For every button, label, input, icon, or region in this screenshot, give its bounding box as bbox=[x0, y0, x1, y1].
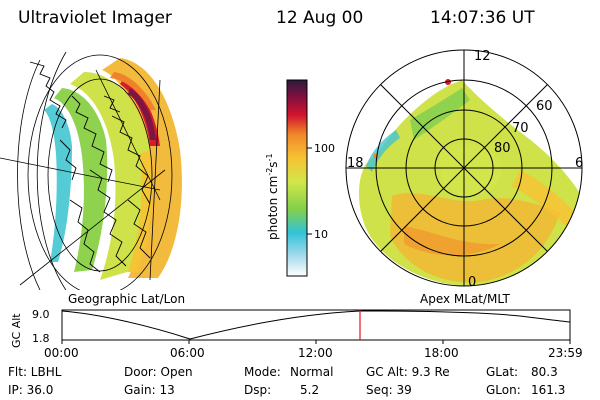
mlt-label-0: 0 bbox=[468, 275, 476, 290]
date-label: 12 Aug 00 bbox=[276, 8, 364, 28]
colorbar-ticks bbox=[307, 147, 312, 235]
polar-aurora-image bbox=[358, 79, 582, 286]
timeline-xtick-0600: 06:00 bbox=[170, 346, 205, 360]
polar-grid bbox=[345, 49, 583, 287]
geo-aurora-image bbox=[44, 58, 182, 280]
polar-plot: 12 18 6 0 60 70 80 bbox=[345, 49, 583, 290]
mlt-label-6: 6 bbox=[575, 156, 583, 171]
altitude-curve bbox=[61, 310, 571, 340]
timeline-xtick-2359: 23:59 bbox=[548, 346, 583, 360]
colorbar-label-exp2: -1 bbox=[265, 153, 274, 161]
status-dsp-value: 5.2 bbox=[300, 383, 320, 397]
status-door: Door: Open bbox=[124, 365, 193, 379]
colorbar-tick-10: 10 bbox=[314, 228, 328, 241]
status-glat-label: GLat: bbox=[486, 365, 519, 379]
colorbar-label: photon cm-2s-1 bbox=[265, 153, 280, 240]
status-gain: Gain: 13 bbox=[124, 383, 175, 397]
status-gcalt: GC Alt: 9.3 Re bbox=[366, 365, 450, 379]
colorbar-label-base: photon cm bbox=[266, 176, 280, 240]
timeline-ylabel: GC Alt bbox=[10, 313, 23, 348]
status-flt: Flt: LBHL bbox=[8, 365, 62, 379]
time-label: 14:07:36 UT bbox=[430, 8, 535, 28]
status-mode-value: Normal bbox=[290, 365, 334, 379]
altitude-timeline: GC Alt 9.0 1.8 00:00 06:00 12:00 18:00 2… bbox=[10, 308, 583, 360]
timeline-xtick-1800: 18:00 bbox=[424, 346, 459, 360]
status-seq: Seq: 39 bbox=[366, 383, 412, 397]
geo-grid bbox=[0, 51, 173, 290]
colorbar-label-exp1: -2 bbox=[265, 168, 274, 176]
status-ip: IP: 36.0 bbox=[8, 383, 54, 397]
mlat-label-60: 60 bbox=[536, 99, 553, 114]
timeline-ticks bbox=[61, 340, 571, 344]
mlat-label-80: 80 bbox=[494, 141, 511, 156]
mlt-label-18: 18 bbox=[347, 156, 364, 171]
status-glat-value: 80.3 bbox=[531, 365, 558, 379]
status-dsp-label: Dsp: bbox=[244, 383, 272, 397]
timeline-ytick-top: 9.0 bbox=[32, 308, 50, 321]
status-mode-label: Mode: bbox=[244, 365, 281, 379]
geo-coastlines bbox=[29, 61, 151, 273]
geographic-map bbox=[0, 51, 182, 290]
mlat-label-70: 70 bbox=[512, 121, 529, 136]
timeline-ytick-bottom: 1.8 bbox=[32, 332, 50, 345]
status-glon-label: GLon: bbox=[486, 383, 521, 397]
colorbar bbox=[286, 79, 308, 277]
status-glon-value: 161.3 bbox=[531, 383, 566, 397]
timeline-xtick-0000: 00:00 bbox=[44, 346, 79, 360]
instrument-title: Ultraviolet Imager bbox=[18, 8, 172, 28]
timeline-xtick-1200: 12:00 bbox=[298, 346, 333, 360]
colorbar-label-s: s bbox=[266, 161, 280, 167]
colorbar-tick-100: 100 bbox=[314, 142, 335, 155]
geo-panel-label: Geographic Lat/Lon bbox=[68, 292, 185, 306]
mlt-label-12: 12 bbox=[474, 49, 491, 64]
polar-panel-label: Apex MLat/MLT bbox=[420, 292, 510, 306]
